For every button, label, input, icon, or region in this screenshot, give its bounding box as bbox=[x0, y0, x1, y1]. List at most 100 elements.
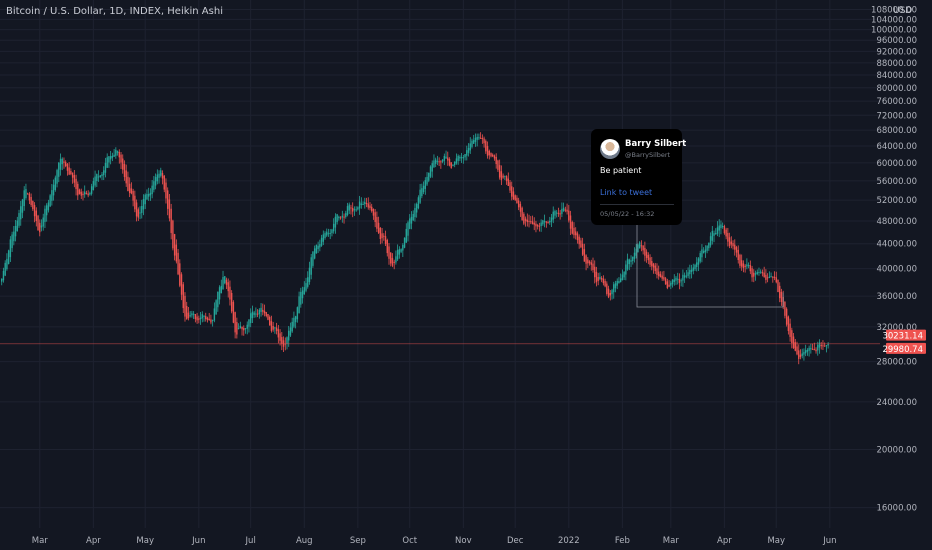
candle-body bbox=[675, 277, 677, 281]
candle-body bbox=[2, 270, 5, 281]
candle-body bbox=[651, 261, 653, 267]
candle-body bbox=[301, 290, 304, 299]
tweet-card[interactable]: Barry Silbert @BarrySilbert Be patient L… bbox=[591, 129, 686, 225]
candle-body bbox=[42, 217, 44, 227]
candle-body bbox=[70, 170, 72, 175]
candle-body bbox=[319, 244, 321, 248]
candle-body bbox=[350, 207, 352, 209]
candle-body bbox=[218, 287, 221, 300]
candle-body bbox=[45, 205, 48, 216]
candle-body bbox=[47, 202, 50, 211]
candle-body bbox=[732, 243, 734, 247]
candle-body bbox=[313, 248, 316, 259]
candle-body bbox=[557, 212, 560, 214]
chart-title: Bitcoin / U.S. Dollar, 1D, INDEX, Heikin… bbox=[6, 6, 223, 17]
candle-body bbox=[165, 182, 167, 199]
y-tick-label: 56000.00 bbox=[876, 177, 917, 187]
candle-body bbox=[277, 329, 280, 338]
x-tick-label: Aug bbox=[296, 536, 313, 546]
candle-body bbox=[443, 155, 446, 161]
candle-body bbox=[671, 279, 674, 285]
candle-body bbox=[542, 220, 544, 225]
candle-body bbox=[40, 225, 43, 228]
candle-body bbox=[760, 271, 762, 273]
candle-body bbox=[476, 136, 478, 140]
candle-body bbox=[569, 215, 572, 229]
candle-body bbox=[720, 224, 722, 229]
candle-body bbox=[265, 312, 267, 317]
candle-body bbox=[376, 217, 378, 229]
candle-body bbox=[130, 188, 133, 194]
candle-body bbox=[307, 277, 309, 287]
candle-body bbox=[575, 231, 577, 236]
y-tick-label: 48000.00 bbox=[876, 217, 917, 227]
candle-body bbox=[262, 309, 264, 312]
candle-body bbox=[251, 311, 254, 319]
candle-body bbox=[246, 324, 248, 329]
candle-body bbox=[467, 148, 470, 153]
candle-body bbox=[1, 278, 3, 282]
price-badge bbox=[886, 342, 926, 354]
candle-body bbox=[331, 229, 333, 234]
candle-body bbox=[134, 195, 136, 210]
author-avatar bbox=[600, 139, 620, 159]
candle-body bbox=[571, 222, 573, 234]
candle-body bbox=[438, 161, 440, 163]
candle-body bbox=[220, 285, 222, 294]
candle-body bbox=[123, 164, 126, 177]
candle-body bbox=[517, 200, 520, 208]
candle-body bbox=[543, 220, 546, 223]
candle-body bbox=[659, 273, 662, 278]
candle-body bbox=[312, 251, 314, 266]
candle-body bbox=[715, 233, 717, 235]
candle-body bbox=[177, 252, 179, 275]
candle-body bbox=[244, 328, 247, 330]
candle-body bbox=[111, 155, 114, 158]
candle-body bbox=[322, 234, 325, 242]
candle-body bbox=[483, 138, 485, 144]
candle-body bbox=[101, 174, 103, 177]
candle-body bbox=[367, 203, 369, 208]
candle-body bbox=[481, 138, 484, 140]
candle-body bbox=[179, 263, 181, 286]
candle-body bbox=[186, 306, 188, 320]
candle-body bbox=[799, 354, 802, 358]
tweet-link[interactable]: Link to tweet bbox=[600, 188, 653, 197]
candle-body bbox=[765, 274, 767, 280]
candle-body bbox=[49, 195, 51, 207]
candle-body bbox=[237, 327, 240, 329]
candle-body bbox=[203, 315, 205, 317]
candle-body bbox=[784, 301, 786, 316]
candle-body bbox=[772, 276, 774, 278]
y-tick-label: 96000.00 bbox=[876, 36, 917, 46]
candle-body bbox=[626, 258, 629, 270]
candle-body bbox=[115, 149, 117, 156]
candle-body bbox=[549, 221, 551, 223]
candle-body bbox=[516, 197, 518, 204]
candle-body bbox=[236, 322, 238, 335]
candle-body bbox=[791, 330, 793, 343]
candle-body bbox=[803, 351, 805, 355]
candle-body bbox=[234, 312, 236, 333]
candle-body bbox=[182, 284, 184, 309]
candle-body bbox=[758, 271, 760, 273]
y-tick-label: 108000.00 bbox=[871, 5, 917, 15]
candle-body bbox=[725, 229, 727, 237]
candle-body bbox=[521, 207, 523, 220]
candle-body bbox=[104, 162, 107, 173]
candle-body bbox=[33, 205, 36, 217]
candle-body bbox=[163, 175, 165, 190]
candle-body bbox=[84, 191, 86, 195]
candle-body bbox=[713, 233, 715, 236]
candle-body bbox=[54, 177, 57, 190]
candle-body bbox=[351, 207, 354, 212]
candle-body bbox=[170, 208, 172, 233]
candle-body bbox=[599, 276, 601, 279]
candle-body bbox=[785, 308, 788, 325]
candle-body bbox=[132, 190, 134, 201]
candle-body bbox=[823, 345, 826, 347]
candle-body bbox=[485, 140, 487, 152]
price-label: 30231.14 bbox=[882, 332, 923, 342]
candle-body bbox=[198, 318, 200, 320]
